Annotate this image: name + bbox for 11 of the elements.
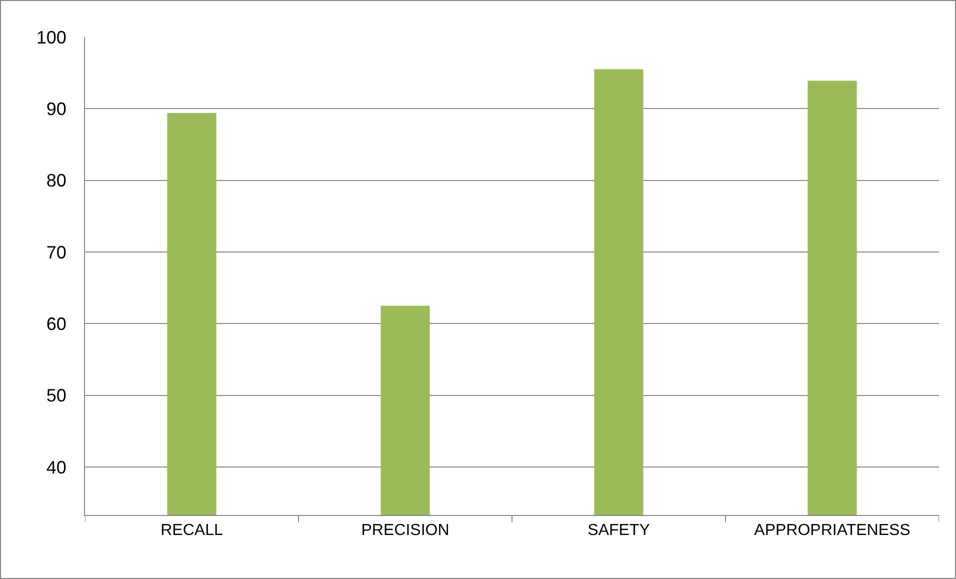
y-tick-label: 80 [46,170,66,191]
x-tick-label: PRECISION [361,522,450,540]
y-tick-label: 60 [46,314,66,334]
x-tick-label: RECALL [160,522,223,540]
x-tick-label: APPROPRIATENESS [754,522,910,540]
y-tick-label: 50 [46,386,66,406]
y-tick-label: 100 [36,27,66,48]
y-tick-label: 70 [46,242,66,262]
y-tick-label: 40 [46,457,66,478]
x-tick-label: SAFETY [588,522,650,540]
y-tick-label: 90 [46,98,66,119]
